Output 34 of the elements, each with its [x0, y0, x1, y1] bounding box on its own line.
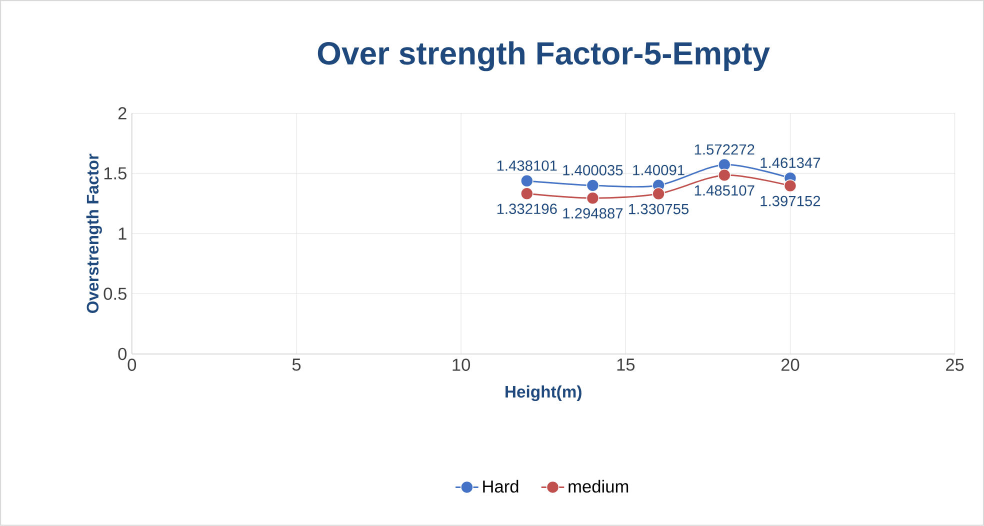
- point: [718, 168, 731, 182]
- x-tick-label: 25: [946, 358, 964, 372]
- point: [784, 179, 797, 192]
- data-label: 1.400035: [563, 165, 623, 176]
- data-label: 1.461347: [760, 158, 820, 168]
- x-axis-title: Height(m): [506, 385, 582, 402]
- y-tick-label: 0.5: [104, 288, 126, 300]
- point: [718, 158, 731, 172]
- data-label: 1.330755: [629, 204, 689, 214]
- data-label: 1.572272: [694, 144, 754, 155]
- y-tick-label: 1: [118, 228, 126, 240]
- x-tick-label: 10: [452, 358, 470, 372]
- chart-title: Over strength Factor-5-Empty: [318, 41, 770, 72]
- data-label: 1.294887: [563, 208, 623, 219]
- x-tick-label: 5: [292, 358, 301, 371]
- data-label: 1.397152: [760, 196, 820, 206]
- x-tick-label: 0: [128, 358, 136, 372]
- x-tick-label: 15: [617, 358, 635, 371]
- legend-label: medium: [568, 480, 628, 493]
- data-label: 1.332196: [497, 204, 557, 214]
- data-label: 1.438101: [497, 160, 557, 171]
- y-tick-label: 0: [118, 348, 127, 360]
- x-tick-label: 20: [781, 358, 800, 372]
- legend-label: Hard: [483, 480, 518, 493]
- point: [652, 187, 665, 200]
- y-tick-label: 1.5: [104, 167, 126, 180]
- data-label: 1.40091: [633, 164, 684, 176]
- point: [520, 187, 534, 200]
- y-axis-title: Overstrength Factor: [86, 154, 102, 314]
- point: [520, 174, 534, 188]
- data-label: 1.485107: [694, 185, 754, 196]
- point: [586, 192, 600, 205]
- y-tick-label: 2: [118, 107, 126, 120]
- point: [586, 179, 600, 192]
